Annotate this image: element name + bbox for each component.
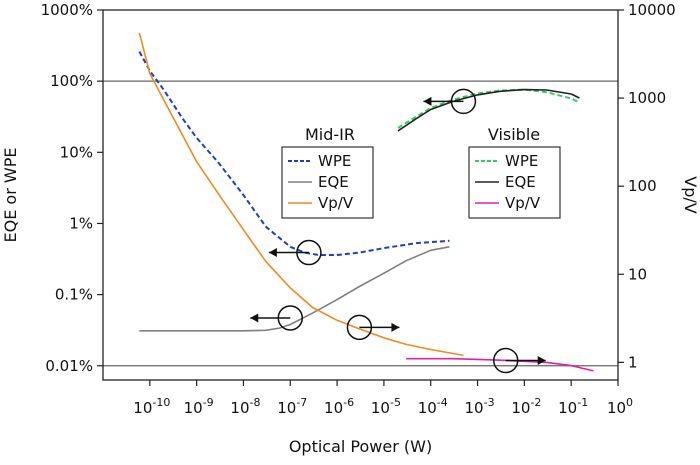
y-left-tick-label-4: 0.1%: [55, 286, 93, 304]
x-tick-label-6: 10-4: [418, 396, 448, 417]
legend-title: Visible: [488, 125, 540, 144]
axis-indicator-left-2: [423, 88, 477, 115]
legend-layer: Mid-IR WPE EQE Vp/V Visible WPE EQE Vp/V: [281, 125, 561, 219]
legend-entry-label: WPE: [505, 152, 538, 170]
legend-mid-ir: Mid-IR WPE EQE Vp/V: [281, 125, 374, 219]
x-tick-label-0: 10-10: [133, 396, 170, 417]
legend-entry-label: Vp/V: [318, 194, 354, 212]
x-tick-label-10: 100: [607, 396, 633, 417]
y-right-axis-ticks: 10000 1000 100 10 1: [618, 1, 676, 371]
x-tick-label-7: 10-3: [465, 396, 495, 417]
legend-visible: Visible WPE EQE Vp/V: [468, 125, 561, 219]
reference-lines: [103, 80, 618, 367]
legend-entry-label: EQE: [318, 173, 349, 191]
axis-indicator-left-0: [250, 305, 304, 331]
x-axis-ticks: 10-10 10-9 10-8 10-7 10-6 10-5 10-4 10-3 10-2 10-…: [133, 380, 633, 417]
series-line-visible-eqe: [397, 88, 580, 132]
x-tick-label-4: 10-6: [324, 396, 354, 417]
y-right-tick-label-2: 100: [628, 177, 657, 195]
y-right-tick-label-1: 1000: [628, 89, 666, 107]
legend-title: Mid-IR: [305, 125, 355, 144]
axis-indicator-left-1: [268, 239, 322, 266]
plot-frame: [102, 9, 619, 381]
series-line-mid-ir-vp-v: [138, 32, 464, 357]
series-line-visible-vp-v: [406, 357, 594, 372]
axis-indicator-right-3: [346, 314, 400, 341]
axis-indicator-right-4: [492, 347, 546, 374]
y-right-tick-label-4: 1: [628, 353, 638, 371]
x-tick-label-2: 10-8: [230, 396, 260, 417]
y-left-tick-label-5: 0.01%: [45, 357, 93, 375]
x-tick-label-5: 10-5: [371, 396, 401, 417]
series-line-visible-wpe: [397, 88, 580, 129]
x-tick-label-9: 10-1: [558, 396, 588, 417]
y-left-tick-label-1: 100%: [50, 72, 93, 90]
y-right-axis-label: Vp/V: [681, 176, 700, 213]
y-left-axis-label: EQE or WPE: [1, 148, 20, 243]
y-left-tick-label-3: 1%: [69, 214, 93, 232]
x-tick-label-3: 10-7: [277, 396, 307, 417]
series-line-mid-ir-eqe: [139, 246, 450, 332]
x-tick-label-8: 10-2: [511, 396, 541, 417]
legend-entry-label: WPE: [318, 152, 351, 170]
series-line-mid-ir-wpe: [138, 51, 450, 256]
y-right-tick-label-3: 10: [628, 265, 647, 283]
x-axis-label: Optical Power (W): [289, 437, 432, 456]
legend-entry-label: EQE: [505, 173, 536, 191]
annotation-layer: [250, 88, 546, 374]
y-left-tick-label-2: 10%: [60, 143, 93, 161]
y-right-tick-label-0: 10000: [628, 1, 676, 19]
y-left-tick-label-0: 1000%: [41, 1, 93, 19]
series-layer: [138, 32, 594, 372]
legend-entry-label: Vp/V: [505, 194, 541, 212]
y-left-axis-ticks: 1000% 100% 10% 1% 0.1% 0.01%: [41, 1, 103, 375]
x-tick-label-1: 10-9: [184, 396, 214, 417]
